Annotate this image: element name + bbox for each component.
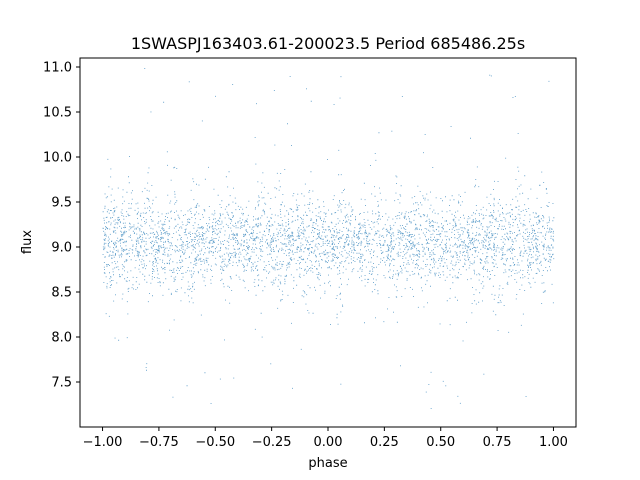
y-axis-label: flux: [20, 230, 35, 254]
x-tick-label: 0.50: [426, 435, 455, 450]
x-tick-label: 1.00: [539, 435, 568, 450]
x-axis-label: phase: [308, 456, 347, 471]
y-axis: 7.5 8.0 8.5 9.0 9.5 10.0 10.5 11.0: [43, 61, 80, 391]
y-tick-label: 8.0: [51, 331, 72, 346]
x-axis: −1.00 −0.75 −0.50 −0.25 0.00 0.25 0.50 0.75 1.00: [83, 427, 568, 450]
x-tick-label: 0.75: [483, 435, 512, 450]
y-tick-label: 7.5: [51, 376, 72, 391]
x-tick-label: −0.75: [139, 435, 179, 450]
x-tick-label: 0.00: [314, 435, 343, 450]
y-tick-label: 9.5: [51, 196, 72, 211]
y-tick-label: 10.0: [43, 151, 72, 166]
scatter-points: [102, 68, 555, 409]
scatter-point-cloud: [102, 68, 555, 409]
y-tick-label: 11.0: [43, 61, 72, 76]
x-tick-label: −0.50: [195, 435, 235, 450]
y-tick-label: 9.0: [51, 241, 72, 256]
x-tick-label: 0.25: [370, 435, 399, 450]
y-tick-label: 8.5: [51, 286, 72, 301]
x-tick-label: −0.25: [252, 435, 292, 450]
chart-title: 1SWASPJ163403.61-200023.5 Period 685486.…: [131, 34, 525, 53]
y-tick-label: 10.5: [43, 106, 72, 121]
x-tick-label: −1.00: [83, 435, 123, 450]
